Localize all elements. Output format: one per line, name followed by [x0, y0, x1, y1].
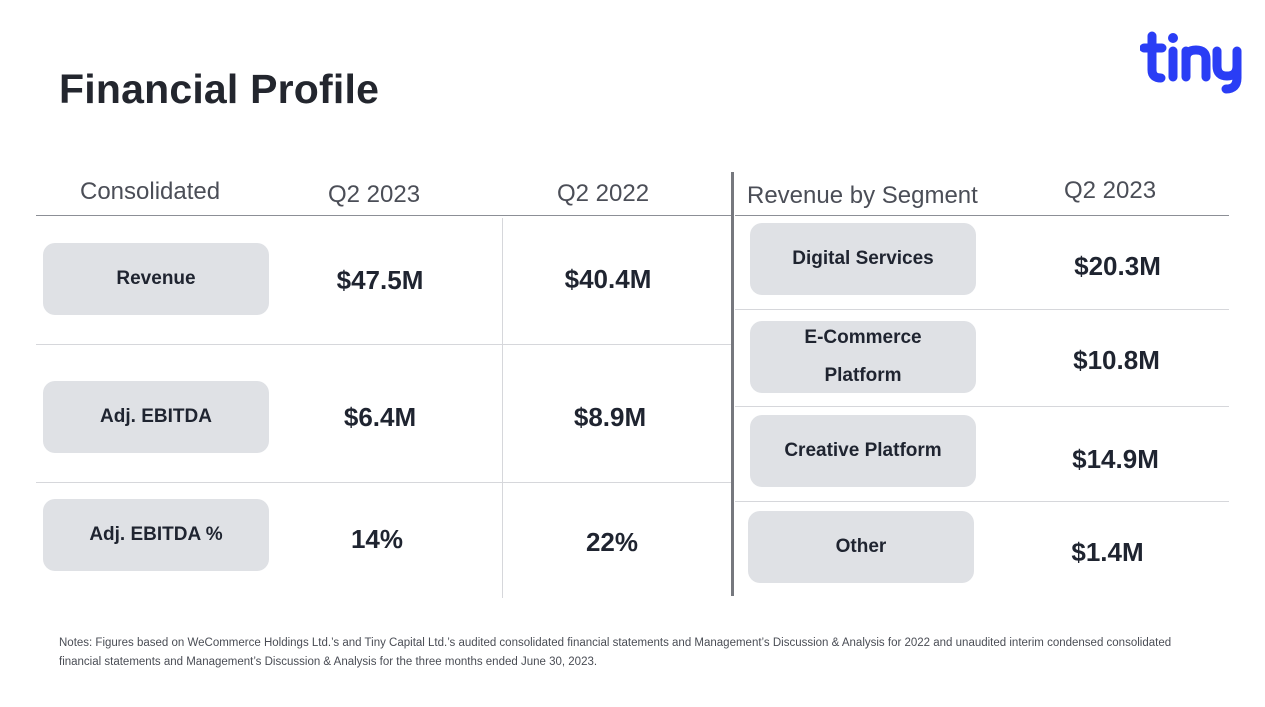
- row-divider: [735, 501, 1229, 502]
- header-q2-2023: Q2 2023: [328, 181, 421, 208]
- header-rule-right: [735, 215, 1229, 216]
- value-revenue-q2-2022: $40.4M: [564, 264, 652, 294]
- segment-label-e-commerce-platform: E-Commerce Platform: [750, 321, 976, 393]
- row-divider: [735, 309, 1229, 310]
- row-label-revenue: Revenue: [43, 243, 269, 315]
- segment-value-creative-platform: $14.9M: [1072, 444, 1159, 474]
- segment-label-text: Digital Services: [792, 248, 934, 269]
- row-label-text: Adj. EBITDA: [100, 406, 212, 427]
- section-divider: [731, 172, 734, 596]
- segment-label-text: Other: [835, 536, 887, 557]
- row-label-adj-ebitda-percent: Adj. EBITDA %: [43, 499, 269, 571]
- value-revenue-q2-2023: $47.5M: [336, 265, 424, 295]
- segment-label-text: Platform: [824, 365, 902, 386]
- segment-label-text: Creative Platform: [784, 440, 942, 461]
- value-adj-ebitda-q2-2023: $6.4M: [343, 402, 417, 432]
- header-revenue-by-segment: Revenue by Segment: [747, 182, 978, 209]
- header-segment-q2-2023: Q2 2023: [1064, 177, 1157, 204]
- header-rule-left: [36, 215, 732, 216]
- segment-value-digital-services: $20.3M: [1074, 251, 1161, 281]
- segment-value-other: $1.4M: [1071, 537, 1144, 567]
- row-divider: [735, 406, 1229, 407]
- segment-label-creative-platform: Creative Platform: [750, 415, 976, 487]
- tiny-logo-icon: [1140, 31, 1242, 94]
- segment-value-e-commerce-platform: $10.8M: [1073, 345, 1160, 375]
- segment-label-other: Other: [748, 511, 974, 583]
- row-label-text: Adj. EBITDA %: [89, 524, 223, 545]
- header-consolidated: Consolidated: [80, 178, 221, 205]
- segment-label-text: E-Commerce: [804, 327, 922, 348]
- row-divider: [36, 344, 732, 345]
- row-label-text: Revenue: [116, 268, 196, 289]
- row-label-adj-ebitda: Adj. EBITDA: [43, 381, 269, 453]
- value-adj-ebitda-percent-q2-2023: 14%: [350, 524, 404, 554]
- header-q2-2022: Q2 2022: [557, 180, 650, 207]
- page-title: Financial Profile: [59, 66, 380, 112]
- value-adj-ebitda-q2-2022: $8.9M: [573, 402, 647, 432]
- footnote: Notes: Figures based on WeCommerce Holdi…: [59, 637, 1172, 668]
- value-adj-ebitda-percent-q2-2022: 22%: [585, 527, 639, 557]
- tiny-logo: [1140, 26, 1246, 98]
- column-divider: [502, 218, 503, 598]
- row-divider: [36, 482, 732, 483]
- segment-label-digital-services: Digital Services: [750, 223, 976, 295]
